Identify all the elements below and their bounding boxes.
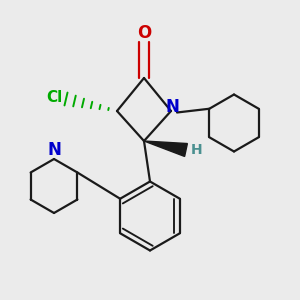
Text: Cl: Cl (46, 90, 62, 105)
Text: N: N (166, 98, 179, 116)
Text: N: N (47, 141, 61, 159)
Text: H: H (191, 143, 202, 157)
Polygon shape (144, 141, 188, 157)
Text: O: O (137, 24, 151, 42)
